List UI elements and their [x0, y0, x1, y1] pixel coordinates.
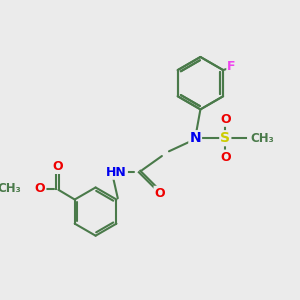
- Text: O: O: [154, 187, 165, 200]
- Text: S: S: [220, 131, 230, 145]
- Text: O: O: [220, 113, 231, 126]
- Text: O: O: [220, 151, 231, 164]
- Text: O: O: [52, 160, 63, 173]
- Text: F: F: [227, 60, 236, 74]
- Text: CH₃: CH₃: [0, 182, 21, 195]
- Text: CH₃: CH₃: [251, 132, 274, 145]
- Text: N: N: [189, 131, 201, 145]
- Text: HN: HN: [106, 166, 127, 179]
- Text: O: O: [35, 182, 45, 195]
